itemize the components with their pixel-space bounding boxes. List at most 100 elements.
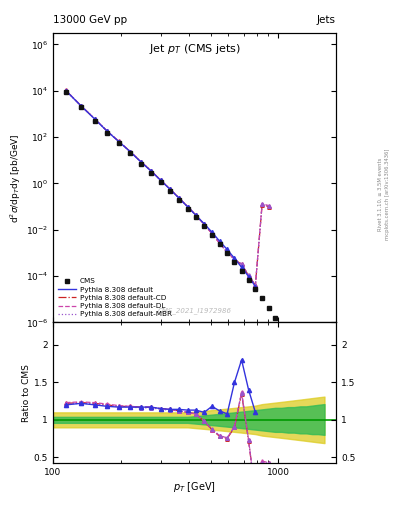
- Pythia 8.308 default-CD: [232, 257, 237, 263]
- CMS: [79, 104, 83, 110]
- Pythia 8.308 default-DL: [149, 167, 153, 174]
- Pythia 8.308 default: [239, 264, 244, 270]
- Y-axis label: Ratio to CMS: Ratio to CMS: [22, 364, 31, 422]
- Pythia 8.308 default-DL: [117, 138, 121, 144]
- Pythia 8.308 default-CD: [202, 221, 206, 227]
- Text: CMS_2021_I1972986: CMS_2021_I1972986: [158, 307, 231, 314]
- CMS: [304, 367, 309, 373]
- Pythia 8.308 default-MBR: [64, 88, 68, 94]
- Pythia 8.308 default-DL: [105, 128, 110, 134]
- Pythia 8.308 default: [105, 129, 110, 135]
- CMS: [158, 179, 163, 185]
- Pythia 8.308 default-MBR: [149, 168, 153, 174]
- Pythia 8.308 default-CD: [176, 195, 181, 201]
- Pythia 8.308 default: [128, 148, 132, 155]
- Pythia 8.308 default-MBR: [225, 249, 230, 255]
- Pythia 8.308 default-DL: [193, 212, 198, 218]
- Pythia 8.308 default-MBR: [158, 177, 163, 183]
- Pythia 8.308 default-DL: [202, 221, 206, 227]
- CMS: [225, 250, 230, 256]
- CMS: [286, 334, 290, 340]
- Line: Pythia 8.308 default: Pythia 8.308 default: [66, 91, 255, 287]
- Pythia 8.308 default: [79, 103, 83, 109]
- Pythia 8.308 default-DL: [217, 240, 222, 246]
- X-axis label: $p_T$ [GeV]: $p_T$ [GeV]: [173, 480, 216, 494]
- Pythia 8.308 default-CD: [158, 177, 163, 183]
- Pythia 8.308 default-MBR: [232, 256, 237, 262]
- CMS: [246, 276, 251, 283]
- Pythia 8.308 default-CD: [209, 230, 214, 237]
- Pythia 8.308 default-DL: [209, 230, 214, 237]
- Pythia 8.308 default-MBR: [239, 261, 244, 267]
- Pythia 8.308 default-CD: [64, 88, 68, 94]
- Pythia 8.308 default-DL: [239, 261, 244, 267]
- Pythia 8.308 default: [117, 139, 121, 145]
- CMS: [266, 305, 271, 311]
- Text: Rivet 3.1.10, ≥ 3.5M events: Rivet 3.1.10, ≥ 3.5M events: [378, 158, 383, 231]
- Pythia 8.308 default-CD: [79, 102, 83, 109]
- Pythia 8.308 default: [202, 221, 206, 227]
- Pythia 8.308 default-CD: [225, 249, 230, 255]
- Pythia 8.308 default-MBR: [138, 159, 143, 165]
- Pythia 8.308 default-CD: [128, 148, 132, 155]
- Pythia 8.308 default-DL: [167, 186, 172, 192]
- Pythia 8.308 default-MBR: [246, 272, 251, 279]
- CMS: [176, 197, 181, 203]
- CMS: [64, 89, 68, 95]
- Pythia 8.308 default-CD: [193, 212, 198, 218]
- Pythia 8.308 default-MBR: [217, 240, 222, 246]
- CMS: [232, 259, 237, 265]
- Pythia 8.308 default-MBR: [253, 282, 258, 288]
- CMS: [193, 214, 198, 220]
- Pythia 8.308 default: [167, 186, 172, 192]
- CMS: [310, 378, 314, 385]
- Text: 13000 GeV pp: 13000 GeV pp: [53, 14, 127, 25]
- Pythia 8.308 default: [246, 273, 251, 280]
- CMS: [298, 355, 303, 361]
- Pythia 8.308 default-CD: [217, 240, 222, 246]
- Pythia 8.308 default-CD: [266, 203, 271, 209]
- Pythia 8.308 default-CD: [117, 138, 121, 144]
- CMS: [202, 223, 206, 229]
- Pythia 8.308 default-CD: [239, 261, 244, 267]
- CMS: [316, 391, 320, 397]
- Text: mcplots.cern.ch [arXiv:1306.3436]: mcplots.cern.ch [arXiv:1306.3436]: [385, 149, 389, 240]
- CMS: [239, 268, 244, 274]
- Pythia 8.308 default: [209, 229, 214, 235]
- Pythia 8.308 default: [193, 212, 198, 218]
- Pythia 8.308 default-MBR: [209, 230, 214, 237]
- Text: Jet $p_T$ (CMS jets): Jet $p_T$ (CMS jets): [149, 42, 241, 56]
- CMS: [92, 118, 97, 124]
- Pythia 8.308 default-CD: [92, 116, 97, 122]
- Pythia 8.308 default-MBR: [260, 201, 264, 207]
- Pythia 8.308 default-CD: [105, 128, 110, 134]
- Pythia 8.308 default-DL: [266, 202, 271, 208]
- CMS: [209, 232, 214, 238]
- Pythia 8.308 default-DL: [253, 282, 258, 288]
- Pythia 8.308 default: [176, 195, 181, 201]
- Pythia 8.308 default-MBR: [105, 128, 110, 134]
- Pythia 8.308 default-CD: [253, 282, 258, 288]
- Line: CMS: CMS: [63, 89, 320, 396]
- Pythia 8.308 default: [185, 204, 190, 210]
- CMS: [117, 140, 121, 146]
- Pythia 8.308 default-MBR: [266, 203, 271, 209]
- Pythia 8.308 default-MBR: [185, 204, 190, 210]
- Legend: CMS, Pythia 8.308 default, Pythia 8.308 default-CD, Pythia 8.308 default-DL, Pyt: CMS, Pythia 8.308 default, Pythia 8.308 …: [57, 277, 173, 319]
- CMS: [260, 295, 264, 301]
- Pythia 8.308 default-MBR: [128, 148, 132, 155]
- Pythia 8.308 default-CD: [185, 203, 190, 209]
- Pythia 8.308 default-DL: [185, 204, 190, 210]
- Pythia 8.308 default-MBR: [117, 139, 121, 145]
- CMS: [149, 170, 153, 176]
- Pythia 8.308 default-DL: [138, 159, 143, 165]
- Pythia 8.308 default-MBR: [79, 102, 83, 109]
- Pythia 8.308 default-MBR: [202, 221, 206, 227]
- Line: Pythia 8.308 default-CD: Pythia 8.308 default-CD: [66, 91, 269, 285]
- CMS: [105, 130, 110, 136]
- Pythia 8.308 default-DL: [79, 102, 83, 109]
- Pythia 8.308 default-MBR: [176, 195, 181, 201]
- CMS: [138, 161, 143, 167]
- Pythia 8.308 default-DL: [176, 195, 181, 201]
- Line: Pythia 8.308 default-MBR: Pythia 8.308 default-MBR: [66, 91, 269, 285]
